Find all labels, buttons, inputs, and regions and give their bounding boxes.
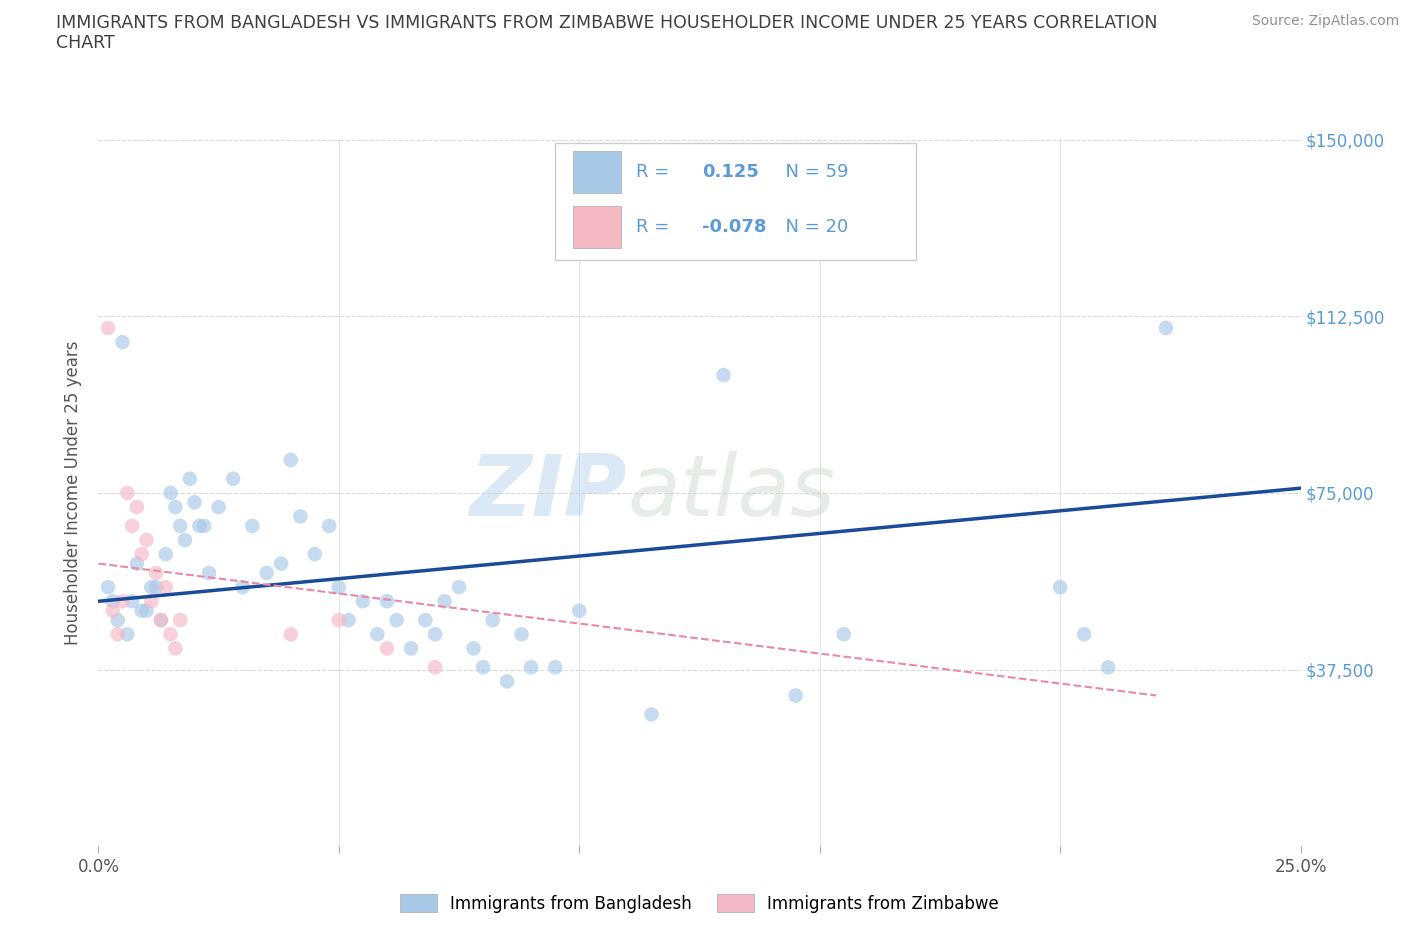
Point [141,594,163,609]
Point [415,613,437,628]
Point [165,641,187,656]
Point [159,627,181,642]
Y-axis label: Householder Income Under 25 years: Householder Income Under 25 years [65,340,83,645]
Point [145,565,167,580]
Point [1097,659,1119,674]
Point [472,659,495,674]
Point [433,594,456,609]
Point [111,335,134,350]
Bar [574,151,621,193]
Point [131,604,153,618]
Point [149,613,172,628]
Point [121,518,143,533]
Point [141,579,163,594]
Point [131,547,153,562]
Point [97,321,120,336]
Point [149,613,172,628]
Point [97,579,120,594]
Point [290,509,312,524]
Text: Source: ZipAtlas.com: Source: ZipAtlas.com [1251,14,1399,28]
Point [423,659,446,674]
Point [222,472,245,486]
Point [232,579,254,594]
Text: -0.078: -0.078 [702,218,766,236]
Point [193,518,215,533]
Point [481,613,503,628]
Point [280,453,302,468]
Point [169,613,191,628]
Point [101,594,124,609]
Point [496,674,519,689]
Point [125,556,148,571]
Point [208,499,231,514]
Point [240,518,263,533]
Point [1073,627,1095,642]
Point [117,485,139,500]
Point [352,594,374,609]
Point [328,613,350,628]
Point [159,485,181,500]
Point [117,627,139,642]
Point [785,688,807,703]
Point [568,604,591,618]
Point [280,627,302,642]
Point [256,565,278,580]
Point [463,641,485,656]
Point [832,627,855,642]
Text: ZIP: ZIP [470,451,627,535]
Point [270,556,292,571]
Point [135,604,157,618]
Point [510,627,533,642]
Point [107,627,129,642]
Point [198,565,221,580]
Point [366,627,388,642]
Text: N = 59: N = 59 [775,163,848,181]
Point [188,518,211,533]
Point [155,547,177,562]
Point [111,594,134,609]
Point [385,613,408,628]
Point [183,495,205,510]
Point [1154,321,1177,336]
Point [179,472,201,486]
Point [125,499,148,514]
Point [155,579,177,594]
Text: CHART: CHART [56,34,115,52]
Point [135,533,157,548]
Point [101,604,124,618]
Text: N = 20: N = 20 [775,218,848,236]
Text: R =: R = [636,218,675,236]
Point [713,367,735,382]
Point [520,659,543,674]
Point [174,533,197,548]
Point [318,518,340,533]
Point [447,579,470,594]
Point [544,659,567,674]
Point [337,613,360,628]
Text: R =: R = [636,163,675,181]
Point [423,627,446,642]
Point [1049,579,1071,594]
Point [399,641,422,656]
Point [328,579,350,594]
Point [640,707,662,722]
Text: IMMIGRANTS FROM BANGLADESH VS IMMIGRANTS FROM ZIMBABWE HOUSEHOLDER INCOME UNDER : IMMIGRANTS FROM BANGLADESH VS IMMIGRANTS… [56,14,1157,32]
Point [165,499,187,514]
Point [107,613,129,628]
Text: atlas: atlas [627,451,835,535]
Point [169,518,191,533]
FancyBboxPatch shape [555,143,915,259]
Point [375,641,398,656]
Legend: Immigrants from Bangladesh, Immigrants from Zimbabwe: Immigrants from Bangladesh, Immigrants f… [394,887,1005,919]
Point [121,594,143,609]
Point [145,579,167,594]
Text: 0.125: 0.125 [702,163,759,181]
Point [304,547,326,562]
Bar [574,206,621,248]
Point [375,594,398,609]
